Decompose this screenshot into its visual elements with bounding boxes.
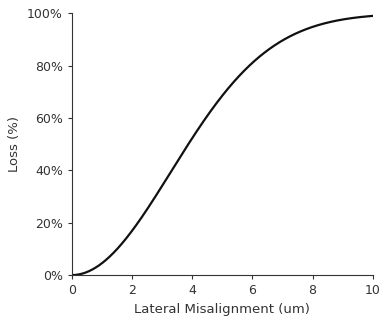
- X-axis label: Lateral Misalignment (um): Lateral Misalignment (um): [134, 303, 310, 316]
- Y-axis label: Loss (%): Loss (%): [8, 116, 21, 172]
